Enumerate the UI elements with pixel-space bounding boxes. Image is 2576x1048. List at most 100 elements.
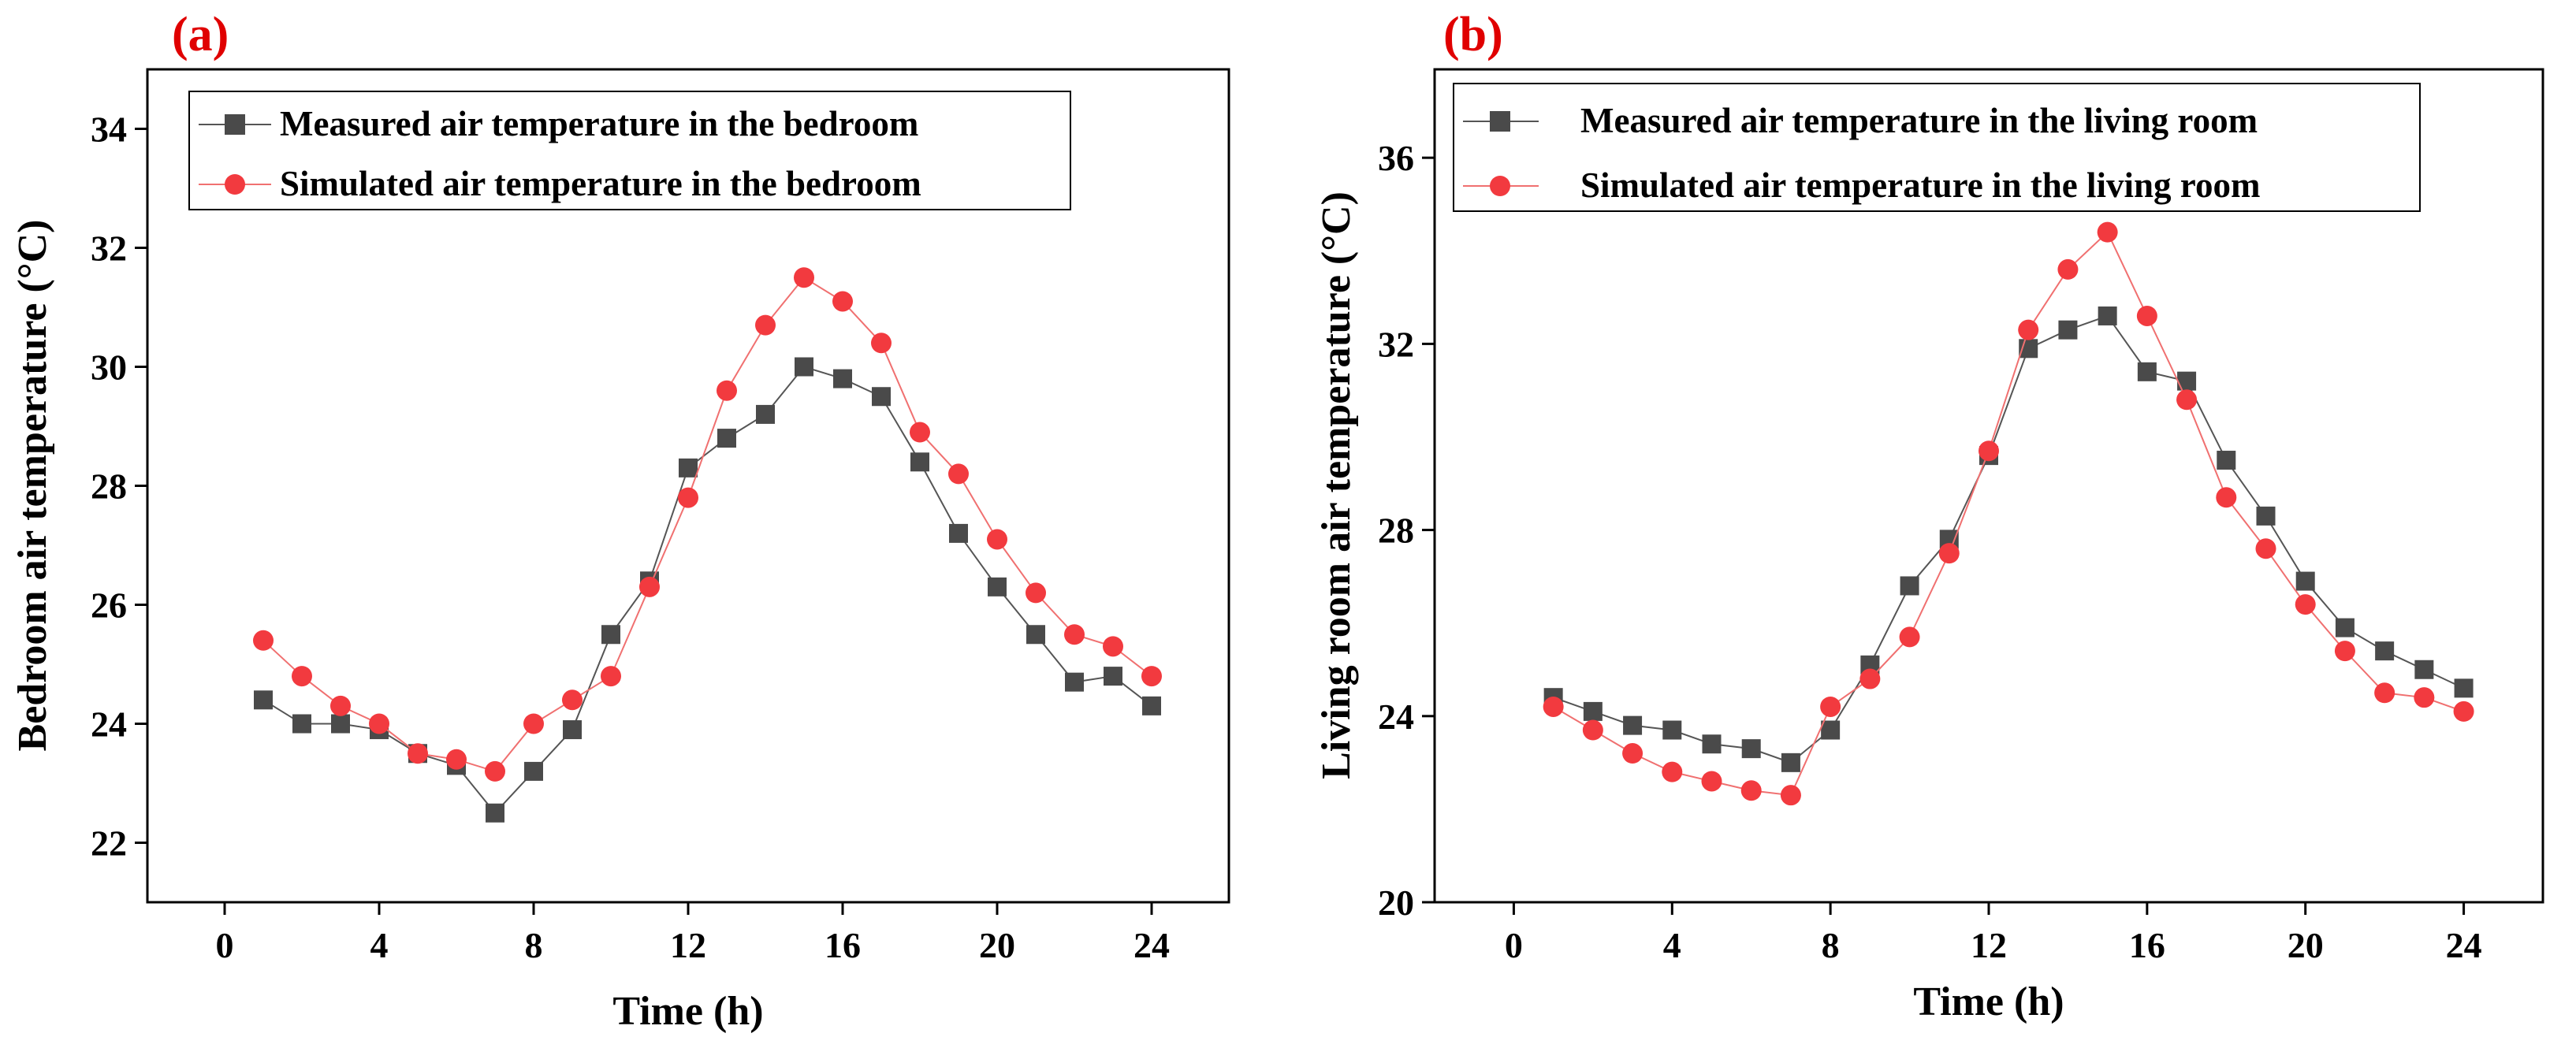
panel-b-legend: Measured air temperature in the living r…	[1453, 83, 2421, 212]
panel-b-series-1-point-17	[2176, 389, 2198, 411]
panel-a-series-0-point-15	[795, 357, 813, 377]
panel-b-series-1-point-6	[1740, 780, 1762, 801]
panel-b-series-1-point-9	[1859, 668, 1881, 689]
panel-a-series-0-point-23	[1104, 667, 1122, 686]
panel-b-series-0-point-20	[2295, 571, 2315, 591]
panel-a-series-1-point-12	[678, 487, 698, 508]
panel-a-series-1-point-2	[292, 666, 312, 687]
panel-b-series-1-point-24	[2453, 701, 2474, 722]
panel-a-series-0-point-16	[833, 369, 852, 388]
panel-b-series-1-point-12	[1979, 440, 1999, 462]
panel-a: (a) 0 4 8 12 16 20 24 22 24 26 28 30 32 34 Time (h) B…	[10, 8, 1230, 1034]
panel-a-y-tick-label-1: 24	[91, 704, 127, 745]
panel-a-series-1-point-22	[1064, 624, 1085, 645]
panel-a-x-tick-label-0: 0	[216, 925, 234, 965]
panel-b-legend-label-simulated: Simulated air temperature in the living …	[1580, 165, 2260, 205]
panel-a-series-0-point-10	[601, 625, 620, 645]
panel-b-y-axis-label: Living room air temperature (°C)	[1314, 191, 1359, 779]
panel-a-legend: Measured air temperature in the bedroom …	[188, 91, 1071, 210]
panel-b-x-tick-label-5: 20	[2288, 925, 2324, 965]
panel-b-series-1-point-13	[2018, 319, 2039, 340]
panel-a-series-0-point-9	[563, 720, 582, 740]
panel-b-series-0-point-17	[2177, 371, 2197, 391]
panel-b-y-tick-label-0: 20	[1378, 883, 1414, 923]
panel-a-series-1-point-24	[1141, 666, 1162, 687]
panel-a-x-tick-label-3: 12	[670, 925, 706, 965]
panel-b-series-1-line	[1553, 231, 2464, 797]
panel-a-series-0-point-24	[1142, 696, 1161, 715]
panel-a-series-1-point-21	[1026, 582, 1046, 604]
panel-b-series-0-point-24	[2454, 678, 2474, 698]
panel-a-y-tick-label-4: 30	[91, 347, 127, 388]
panel-b-x-tick-label-3: 12	[1971, 925, 2007, 965]
panel-a-legend-label-measured: Measured air temperature in the bedroom	[280, 104, 918, 143]
panel-b-x-tick-label-1: 4	[1663, 925, 1681, 965]
panel-a-series-0-point-21	[1026, 625, 1045, 645]
panel-a-series-1-point-8	[523, 713, 544, 734]
panel-b-series-1-point-4	[1662, 761, 1683, 782]
panel-a-series-0-point-19	[949, 523, 968, 543]
panel-b-series-1-point-20	[2295, 594, 2316, 615]
panel-b-series-0-point-23	[2414, 660, 2434, 679]
panel-a-series-1-point-10	[601, 666, 621, 687]
panel-a-series-0-point-3	[331, 714, 350, 734]
panel-a-y-tick-label-0: 22	[91, 823, 127, 864]
panel-b: (b) 0 4 8 12 16 20 24 20 24 28 32 36 Time (h) Livin…	[1314, 8, 2544, 1024]
panel-a-series-1-line	[262, 276, 1152, 773]
panel-a-series-0-point-20	[988, 577, 1007, 596]
panel-a-x-axis-label: Time (h)	[612, 989, 763, 1034]
panel-a-series-0-point-7	[486, 803, 504, 823]
panel-b-series-0-point-15	[2098, 306, 2117, 325]
panel-b-series-1-point-15	[2097, 221, 2118, 243]
panel-a-legend-marker-measured	[225, 114, 245, 135]
panel-a-series-1-point-3	[330, 695, 351, 716]
panel-a-series-1-point-18	[910, 422, 930, 443]
panel-b-legend-marker-measured	[1490, 111, 1510, 132]
panel-b-series-1-point-5	[1701, 771, 1722, 792]
panel-a-series-1-point-23	[1103, 636, 1123, 657]
panel-b-series	[1543, 221, 2474, 806]
panel-a-x-tick-label-2: 8	[525, 925, 543, 965]
panel-b-series-0-point-2	[1583, 701, 1603, 721]
panel-b-series-1-point-19	[2255, 538, 2276, 559]
panel-b-series-0-point-10	[1900, 576, 1919, 596]
panel-b-series-1-point-2	[1582, 719, 1603, 741]
panel-b-series-1-point-10	[1899, 626, 1920, 648]
panel-a-series-1-point-1	[253, 630, 274, 651]
panel-b-x-tick-label-6: 24	[2446, 925, 2482, 965]
panel-a-y-tick-label-6: 34	[91, 110, 127, 150]
panel-a-y-axis-label: Bedroom air temperature (°C)	[10, 220, 55, 752]
panel-b-y-tick-label-2: 28	[1378, 511, 1414, 551]
panel-b-x-tick-label-4: 16	[2129, 925, 2165, 965]
panel-b-legend-box	[1453, 83, 2421, 212]
panel-b-series-0-point-21	[2335, 618, 2355, 637]
panel-a-legend-marker-simulated	[225, 174, 245, 195]
panel-b-series-1-point-3	[1622, 743, 1644, 764]
panel-a-series-0-point-8	[524, 761, 543, 781]
panel-b-series-1-point-1	[1543, 696, 1564, 717]
panel-b-series-1-point-21	[2334, 641, 2355, 662]
panel-a-label: (a)	[172, 8, 229, 61]
panel-b-series-0-point-16	[2137, 362, 2157, 381]
panel-b-legend-marker-simulated	[1490, 176, 1510, 196]
panel-b-series-1-point-23	[2414, 687, 2435, 708]
panel-a-series	[253, 267, 1162, 823]
panel-b-series-0-point-8	[1821, 720, 1841, 740]
panel-a-x-tick-label-6: 24	[1134, 925, 1170, 965]
panel-b-series-0-point-19	[2256, 506, 2276, 526]
panel-b-x-tick-label-0: 0	[1505, 925, 1523, 965]
panel-a-series-1-point-15	[794, 267, 814, 288]
panel-a-series-0-point-14	[756, 404, 775, 424]
panel-a-series-1-point-5	[408, 743, 428, 764]
panel-a-x-tick-label-5: 20	[979, 925, 1015, 965]
panel-a-x-tick-label-1: 4	[370, 925, 389, 965]
panel-a-x-tick-label-4: 16	[825, 925, 861, 965]
panel-b-series-1-point-16	[2136, 305, 2157, 326]
panel-b-y-tick-label-1: 24	[1378, 697, 1414, 737]
panel-a-legend-label-simulated: Simulated air temperature in the bedroom	[280, 164, 921, 203]
panel-b-series-0-point-5	[1702, 734, 1722, 754]
panel-b-series-0-point-14	[2058, 320, 2078, 340]
panel-a-series-0-point-18	[910, 452, 929, 472]
panel-a-axes: 0 4 8 12 16 20 24 22 24 26 28 30 32 34	[91, 110, 1170, 966]
panel-a-series-0-point-13	[717, 429, 736, 448]
